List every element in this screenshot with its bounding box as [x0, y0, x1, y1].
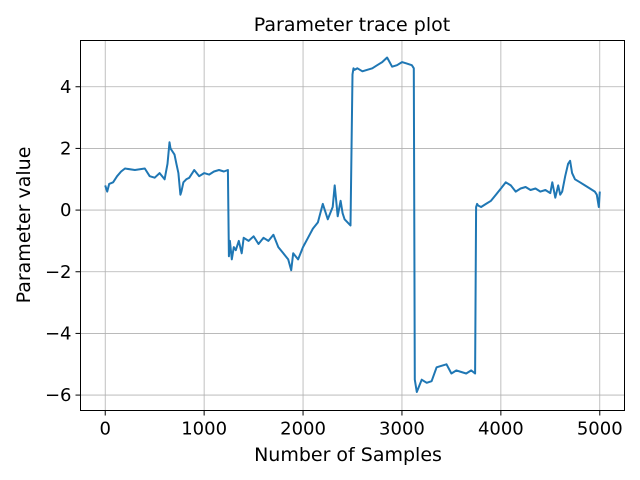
y-tick-label: −4 — [45, 323, 72, 344]
chart-title: Parameter trace plot — [254, 14, 450, 36]
series-group — [104, 56, 601, 393]
x-tick-label: 3000 — [379, 419, 425, 440]
x-tick-label: 5000 — [577, 419, 623, 440]
y-tick-label: −6 — [45, 385, 72, 406]
x-axis-label: Number of Samples — [254, 444, 442, 466]
y-axis-label: Parameter value — [13, 147, 35, 304]
x-tick-label: 1000 — [181, 419, 227, 440]
plot-frame — [80, 40, 625, 411]
y-axis-ticks: −6 −4 −2 0 2 4 — [45, 77, 81, 406]
y-tick-label: 0 — [60, 200, 71, 221]
y-tick-label: 2 — [60, 138, 71, 159]
y-tick-label: −2 — [45, 262, 72, 283]
x-tick-label: 0 — [100, 419, 111, 440]
x-tick-label: 4000 — [478, 419, 524, 440]
x-axis-ticks: 0 1000 2000 3000 4000 5000 — [100, 410, 623, 440]
trace-line — [104, 56, 601, 393]
y-tick-label: 4 — [60, 77, 71, 98]
x-tick-label: 2000 — [280, 419, 326, 440]
